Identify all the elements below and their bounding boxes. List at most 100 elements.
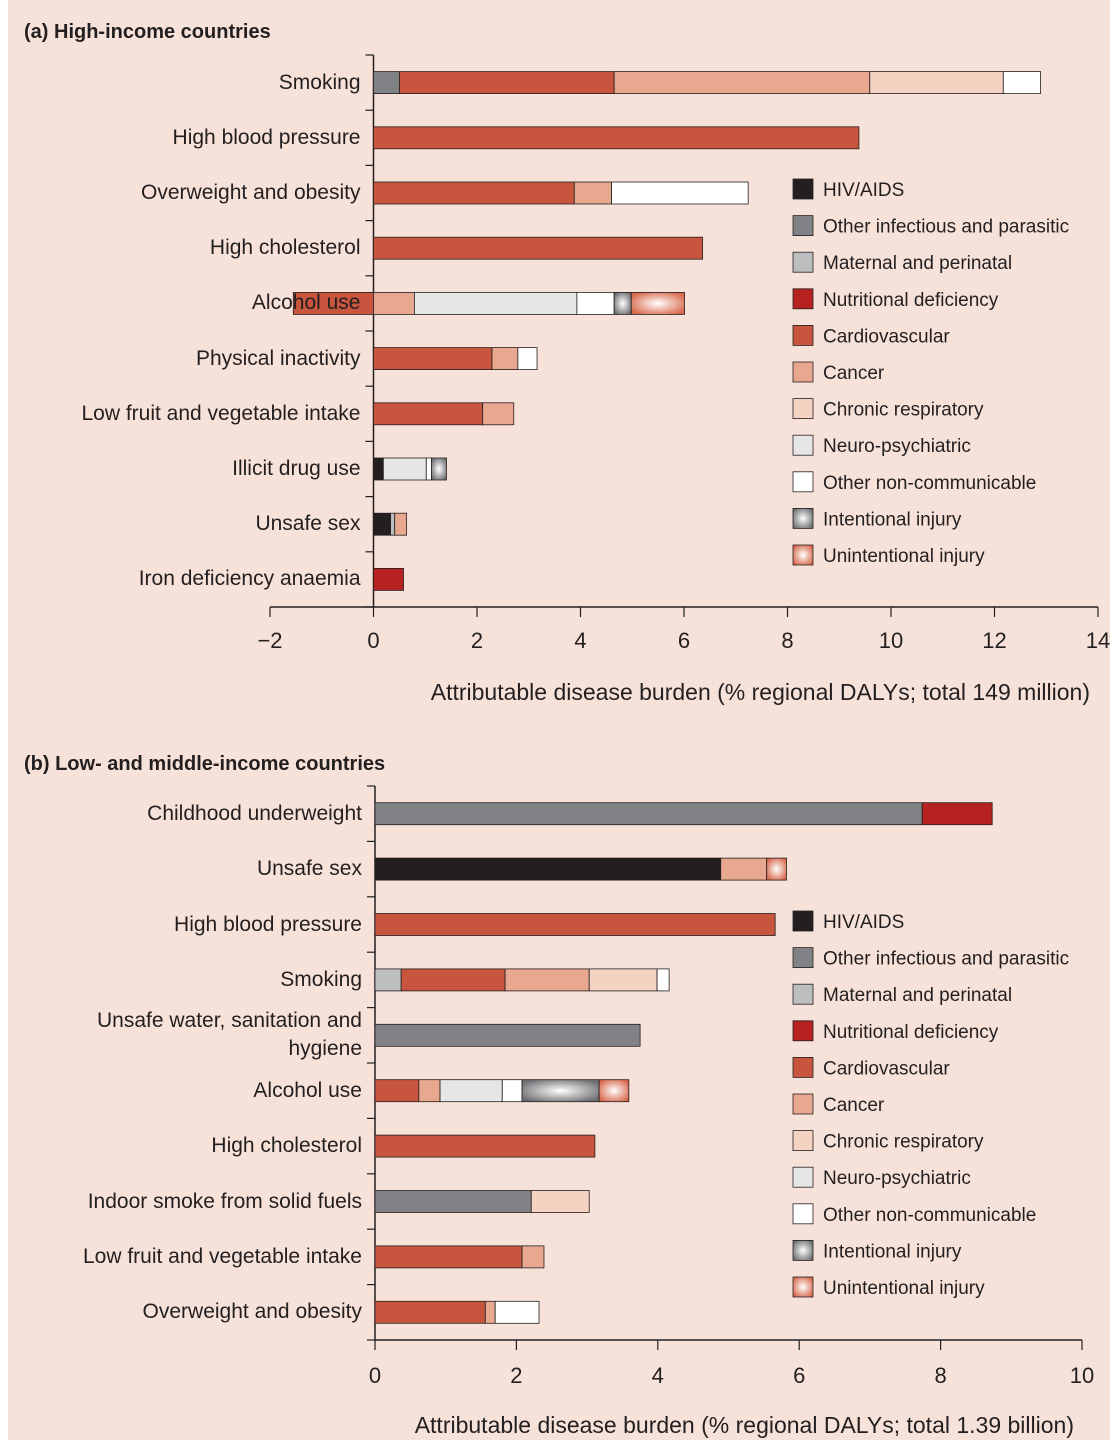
- category-label: Low fruit and vegetable intake: [82, 1244, 362, 1268]
- bar-segment: [373, 402, 484, 426]
- bar-segment: [588, 968, 658, 992]
- category-label: Smoking: [278, 70, 361, 94]
- bar-segment: [374, 802, 923, 826]
- category-label: Physical inactivity: [195, 346, 361, 370]
- legend-label: Unintentional injury: [823, 1278, 985, 1299]
- bar-segment: [656, 968, 670, 992]
- bar-segment: [374, 1190, 532, 1213]
- bar-segment: [613, 71, 871, 94]
- legend-swatch: [792, 434, 814, 456]
- bar-segment: [374, 1023, 641, 1047]
- legend-swatch: [792, 215, 814, 237]
- x-tick-label: 2: [471, 628, 483, 653]
- legend-swatch: [792, 471, 814, 493]
- x-tick-label: 14: [1086, 628, 1110, 653]
- legend-label: Nutritional deficiency: [823, 1022, 999, 1043]
- category-label: Indoor smoke from solid fuels: [87, 1189, 362, 1213]
- legend-swatch: [792, 983, 814, 1005]
- bar-segment: [517, 347, 538, 371]
- legend-swatch: [792, 178, 814, 200]
- legend-swatch: [792, 910, 814, 932]
- category-label: Overweight and obesity: [142, 1300, 362, 1324]
- chart: (a) High-income countries −2 0 2 4 6 8 10 12 14 At…: [24, 21, 1110, 1438]
- bar-segment: [374, 1079, 420, 1103]
- bar-segment: [494, 1300, 540, 1324]
- legend-label: Other non-communicable: [823, 1205, 1036, 1226]
- bar-segment: [611, 181, 749, 205]
- legend-swatch: [792, 1166, 814, 1188]
- category-label: Illicit drug use: [232, 457, 361, 480]
- bar-segment: [921, 802, 993, 826]
- legend-swatch: [792, 288, 814, 310]
- category-label: Unsafe sex: [255, 512, 361, 536]
- legend-label: Chronic respiratory: [823, 400, 984, 421]
- bar-segment: [491, 347, 519, 371]
- bar-segment: [1002, 71, 1041, 94]
- bar-segment: [439, 1079, 503, 1103]
- bar-segment: [501, 1079, 523, 1103]
- category-label: Alcohol use: [253, 1078, 362, 1102]
- category-label: Alcohol use: [251, 291, 361, 315]
- x-tick-label: 0: [367, 628, 379, 653]
- bar-segment: [374, 1300, 486, 1324]
- bar-segment: [390, 512, 396, 536]
- bar-segment: [521, 1245, 545, 1269]
- legend-swatch: [792, 1020, 814, 1042]
- bar-segment: [374, 1245, 523, 1269]
- category-label: High blood pressure: [172, 125, 361, 149]
- legend-label: Other infectious and parasitic: [823, 217, 1069, 238]
- category-label: Childhood underweight: [147, 801, 362, 825]
- legend-label: Neuro-psychiatric: [823, 1168, 971, 1189]
- bar-segment: [373, 71, 400, 94]
- bar-segment: [766, 857, 787, 881]
- bar-segment: [720, 857, 768, 881]
- legend-swatch: [792, 1057, 814, 1078]
- x-tick-label: 10: [879, 628, 903, 653]
- legend-label: Chronic respiratory: [823, 1132, 984, 1153]
- bar-segment: [374, 913, 776, 936]
- legend-label: Other infectious and parasitic: [823, 949, 1069, 970]
- legend-swatch: [792, 1130, 814, 1151]
- legend-swatch: [792, 544, 814, 566]
- legend-swatch: [792, 1093, 814, 1115]
- legend-label: HIV/AIDS: [823, 180, 904, 201]
- legend-swatch: [792, 361, 814, 383]
- legend-label: Maternal and perinatal: [823, 253, 1012, 274]
- x-tick-label: 4: [574, 628, 586, 653]
- category-label: Unsafe water, sanitation and hygiene: [96, 1009, 362, 1061]
- x-tick-label: 6: [793, 1363, 805, 1388]
- legend-swatch: [792, 398, 814, 420]
- category-label: Low fruit and vegetable intake: [81, 401, 361, 425]
- bar-segment: [374, 968, 402, 992]
- legend-label: Nutritional deficiency: [823, 290, 999, 311]
- x-tick-label: −2: [257, 628, 282, 653]
- bar-segment: [431, 457, 447, 481]
- legend-label: Maternal and perinatal: [823, 985, 1012, 1006]
- bar-segment: [373, 347, 493, 371]
- x-tick-label: 0: [369, 1363, 381, 1388]
- bar-segment: [373, 568, 404, 591]
- category-label: Unsafe sex: [256, 857, 362, 881]
- bar-segment: [373, 512, 391, 536]
- bar-segment: [425, 457, 432, 481]
- bar-segment: [598, 1079, 630, 1103]
- bar-segment: [373, 126, 860, 150]
- bar-segment: [374, 1134, 596, 1158]
- x-tick-label: 8: [781, 628, 793, 653]
- bar-segment: [504, 968, 590, 992]
- bar-segment: [373, 457, 384, 481]
- legend-swatch: [792, 1203, 814, 1225]
- x-tick-label: 8: [934, 1363, 946, 1388]
- legend-label: Cancer: [823, 1095, 885, 1116]
- legend-label: Intentional injury: [823, 1241, 962, 1262]
- x-axis-title: Attributable disease burden (% regional …: [431, 679, 1090, 705]
- category-label: Iron deficiency anaemia: [138, 567, 361, 591]
- x-tick-label: 4: [652, 1363, 664, 1388]
- legend-swatch: [792, 1240, 814, 1261]
- bar-segment: [394, 512, 408, 536]
- bar-segment: [413, 291, 578, 315]
- legend-swatch: [792, 1276, 814, 1298]
- category-label: High cholesterol: [209, 236, 361, 260]
- legend-label: Other non-communicable: [823, 473, 1036, 494]
- category-label: High cholesterol: [211, 1134, 362, 1158]
